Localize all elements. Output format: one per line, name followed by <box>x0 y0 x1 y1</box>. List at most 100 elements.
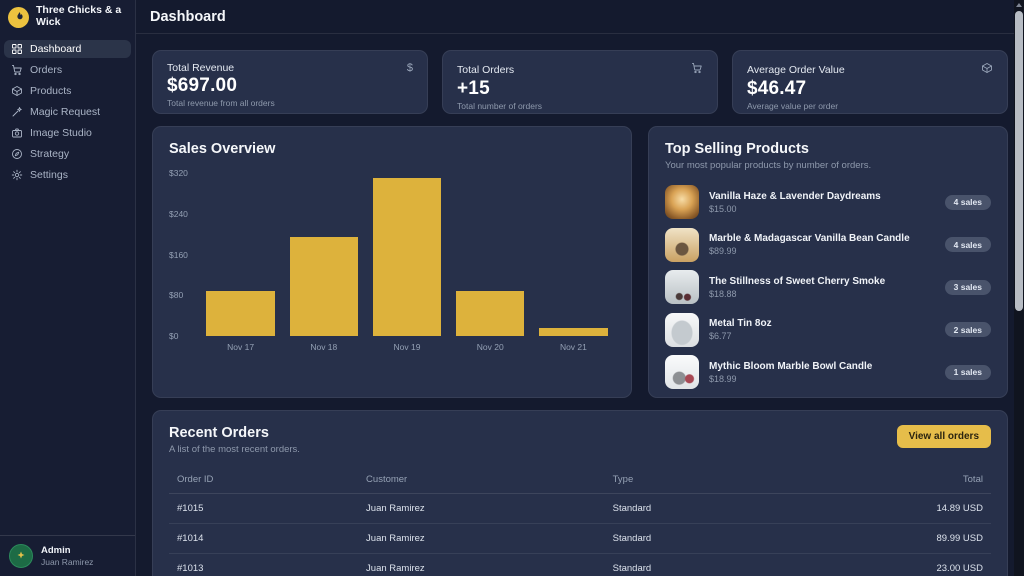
view-all-orders-button[interactable]: View all orders <box>896 425 991 448</box>
sidebar-item-orders[interactable]: Orders <box>4 61 131 79</box>
table-row: #1014 Juan Ramirez Standard 89.99 USD <box>169 524 991 554</box>
x-tick: Nov 21 <box>559 342 587 352</box>
product-list: Vanilla Haze & Lavender Daydreams $15.00… <box>665 181 991 394</box>
product-list-item: Marble & Madagascar Vanilla Bean Candle … <box>665 224 991 267</box>
stat-value: $697.00 <box>167 75 238 96</box>
product-name: Metal Tin 8oz <box>709 318 772 330</box>
stat-card-total-orders: Total Orders +15 Total number of orders <box>442 50 718 114</box>
stat-label: Total Revenue <box>167 62 235 74</box>
sidebar-nav: Dashboard Orders Products Magic Request … <box>0 34 135 190</box>
order-id: #1015 <box>177 503 204 514</box>
sidebar-item-label: Dashboard <box>30 43 82 55</box>
stat-subtitle: Total revenue from all orders <box>167 98 275 108</box>
recent-orders-heading: Recent Orders A list of the most recent … <box>169 425 300 455</box>
sidebar-item-settings[interactable]: Settings <box>4 166 131 184</box>
product-thumbnail <box>665 270 699 305</box>
bar-nov-17 <box>206 290 275 336</box>
sidebar-item-label: Strategy <box>30 148 70 160</box>
scroll-up-arrow-icon[interactable] <box>1014 0 1024 10</box>
product-thumbnail <box>665 312 699 347</box>
product-thumbnail <box>665 185 699 220</box>
stat-subtitle: Average value per order <box>747 101 839 111</box>
x-tick: Nov 20 <box>476 342 504 352</box>
dollar-icon: $ <box>406 61 413 74</box>
product-thumbnail <box>665 355 699 390</box>
bar-nov-20 <box>456 290 525 336</box>
order-type: Standard <box>612 503 652 514</box>
package-icon <box>981 62 993 77</box>
admin-avatar <box>9 544 33 568</box>
column-header-total: Total <box>962 474 983 485</box>
y-tick: $160 <box>169 249 188 260</box>
top-products-subtitle: Your most popular products by number of … <box>665 160 872 171</box>
compass-icon <box>12 149 22 159</box>
chart-x-axis: Nov 17 Nov 18 Nov 19 Nov 20 Nov 21 <box>199 342 615 352</box>
orders-table-header: Order ID Customer Type Total <box>169 469 991 494</box>
product-list-item: Vanilla Haze & Lavender Daydreams $15.00… <box>665 181 991 224</box>
y-tick: $0 <box>169 331 179 341</box>
product-name: Vanilla Haze & Lavender Daydreams <box>709 190 881 202</box>
sidebar-item-strategy[interactable]: Strategy <box>4 145 131 163</box>
sidebar-item-products[interactable]: Products <box>4 82 131 100</box>
sales-count-badge: 4 sales <box>944 194 991 210</box>
sidebar-item-label: Products <box>30 85 72 97</box>
bar-nov-21 <box>539 328 608 336</box>
order-total: 89.99 USD <box>936 533 983 544</box>
product-thumbnail <box>665 227 699 262</box>
sidebar-item-image-studio[interactable]: Image Studio <box>4 124 131 142</box>
sales-count-badge: 2 sales <box>944 322 991 338</box>
stat-value: $46.47 <box>747 78 807 99</box>
cart-icon <box>691 62 703 77</box>
product-name: The Stillness of Sweet Cherry Smoke <box>709 275 886 287</box>
product-price: $18.88 <box>709 288 737 299</box>
middle-row: Sales Overview $320 $240 $160 $80 $0 <box>152 126 1008 398</box>
vertical-scrollbar[interactable] <box>1014 0 1024 576</box>
x-tick: Nov 17 <box>227 342 255 352</box>
cart-icon <box>12 65 22 76</box>
sales-overview-title: Sales Overview <box>169 141 276 157</box>
top-products-card: Top Selling Products Your most popular p… <box>648 126 1008 398</box>
sidebar-item-magic-request[interactable]: Magic Request <box>4 103 131 121</box>
package-icon <box>12 86 22 96</box>
stat-card-average-order-value: Average Order Value $46.47 Average value… <box>732 50 1008 114</box>
flame-logo-icon <box>8 6 29 28</box>
scrollbar-thumb[interactable] <box>1015 11 1023 311</box>
app-logo: Three Chicks & a Wick <box>0 0 135 34</box>
user-name: Juan Ramirez <box>41 557 94 567</box>
sidebar-item-dashboard[interactable]: Dashboard <box>4 40 131 58</box>
stats-row: Total Revenue $ $697.00 Total revenue fr… <box>152 50 1008 114</box>
order-type: Standard <box>612 563 652 574</box>
gear-icon <box>11 169 23 181</box>
sidebar-item-label: Image Studio <box>30 127 92 139</box>
sales-count-badge: 1 sales <box>944 364 991 380</box>
app-title: Three Chicks & a Wick <box>36 4 122 28</box>
column-header-customer: Customer <box>366 474 408 485</box>
bar-nov-19 <box>372 178 442 336</box>
sales-count-badge: 3 sales <box>944 279 991 295</box>
product-list-item: Metal Tin 8oz $6.77 2 sales <box>665 309 991 352</box>
sales-overview-card: Sales Overview $320 $240 $160 $80 $0 <box>152 126 632 398</box>
sidebar: Three Chicks & a Wick Dashboard Orders P… <box>0 0 136 576</box>
sidebar-spacer <box>0 190 135 535</box>
page-title: Dashboard <box>150 8 226 25</box>
sales-count-badge: 4 sales <box>944 237 991 253</box>
admin-user-menu[interactable]: Admin Juan Ramirez <box>0 535 135 576</box>
main-content: Total Revenue $ $697.00 Total revenue fr… <box>136 34 1024 576</box>
main-header: Dashboard <box>136 0 1024 34</box>
column-header-type: Type <box>612 474 634 485</box>
admin-user-info: Admin Juan Ramirez <box>41 545 93 567</box>
order-total: 14.89 USD <box>936 503 983 514</box>
recent-orders-subtitle: A list of the most recent orders. <box>169 444 300 455</box>
sidebar-item-label: Orders <box>30 64 63 76</box>
order-total: 23.00 USD <box>936 563 983 574</box>
product-price: $6.77 <box>709 331 732 342</box>
dashboard-grid-icon <box>12 44 22 54</box>
bar-nov-18 <box>289 236 358 336</box>
y-tick: $80 <box>169 290 184 301</box>
product-name: Marble & Madagascar Vanilla Bean Candle <box>709 233 910 245</box>
order-customer: Juan Ramirez <box>366 503 425 514</box>
product-price: $89.99 <box>709 246 737 257</box>
wand-icon <box>12 107 22 117</box>
order-customer: Juan Ramirez <box>366 563 425 574</box>
